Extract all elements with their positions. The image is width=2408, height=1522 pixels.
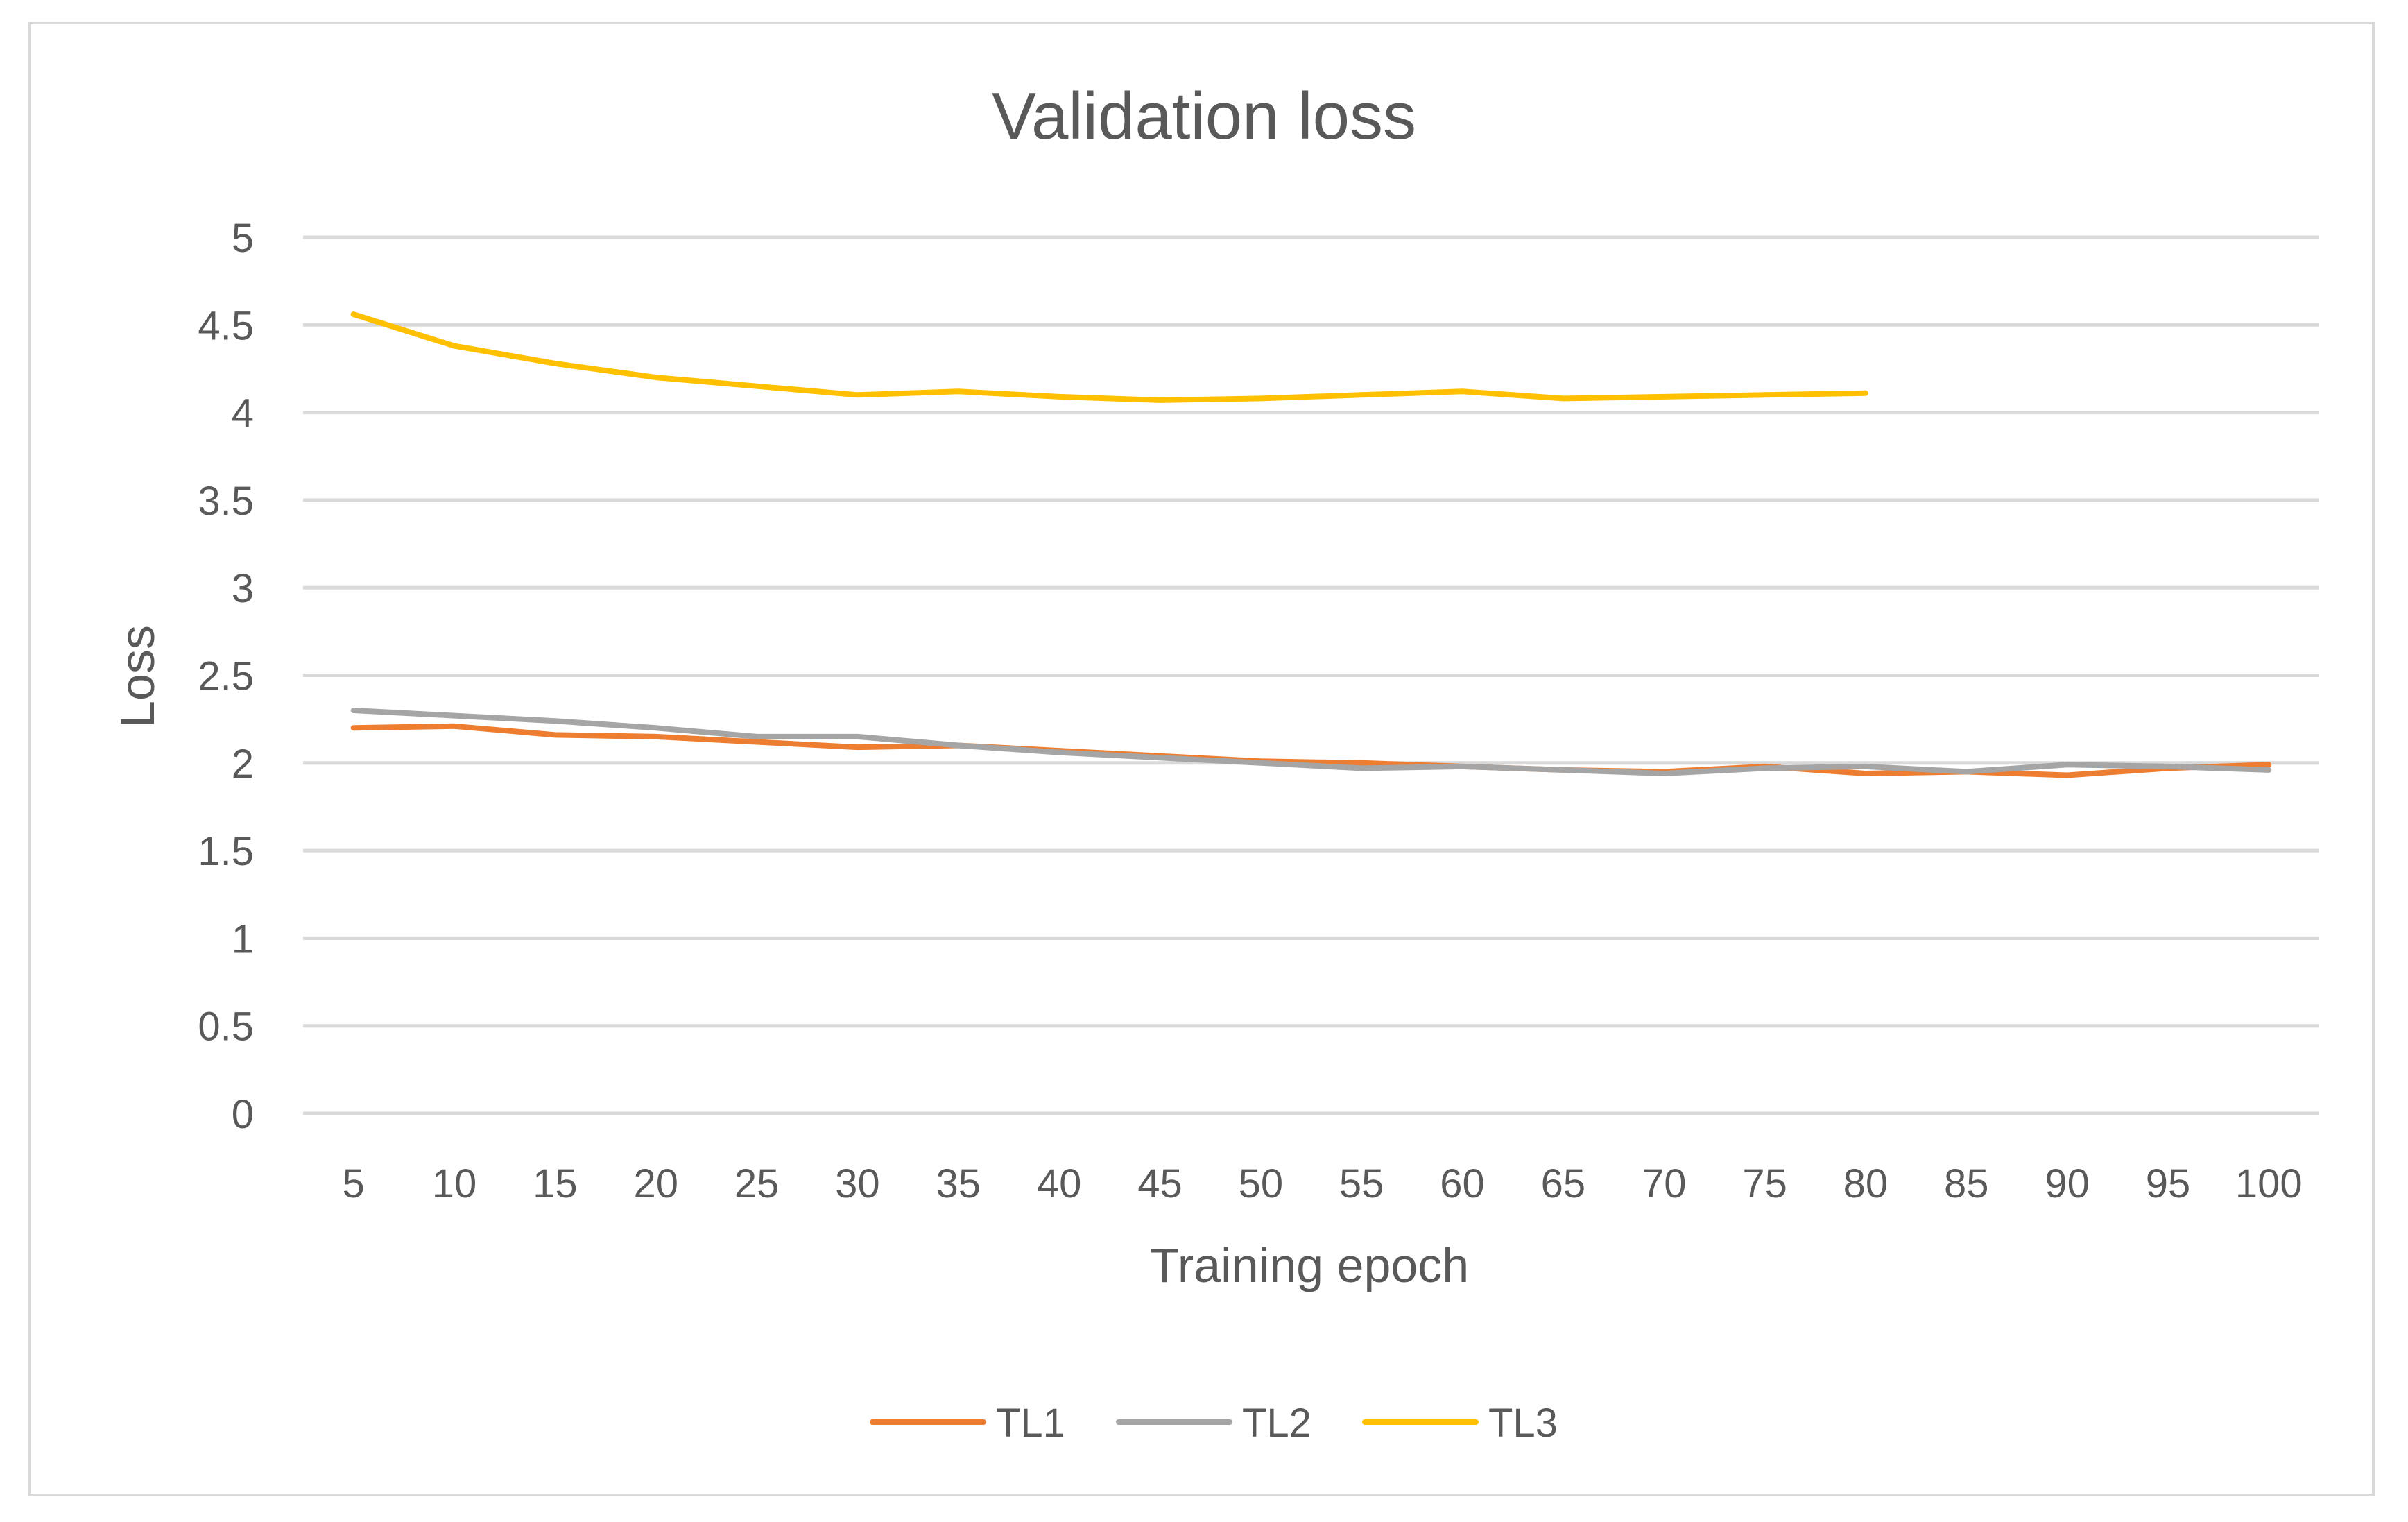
y-tick-label: 3.5 (198, 479, 254, 524)
x-tick-label: 45 (1137, 1161, 1182, 1206)
gridlines (303, 235, 2319, 1115)
y-tick-label: 1 (232, 916, 254, 961)
x-axis-label: Training epoch (1150, 1238, 1469, 1292)
x-tick-label: 5 (343, 1161, 365, 1206)
x-tick-label: 10 (432, 1161, 477, 1206)
x-tick-label: 15 (533, 1161, 578, 1206)
x-tick-label: 90 (2045, 1161, 2090, 1206)
x-tick-label: 20 (633, 1161, 678, 1206)
y-axis-ticks: 0 0.5 1 1.5 2 2.5 3 3.5 4 4.5 5 (198, 216, 254, 1137)
y-tick-label: 0.5 (198, 1004, 254, 1050)
y-tick-label: 2 (232, 742, 254, 787)
x-tick-label: 95 (2146, 1161, 2191, 1206)
x-tick-label: 55 (1339, 1161, 1384, 1206)
x-tick-label: 70 (1642, 1161, 1687, 1206)
legend-label-tl2: TL2 (1242, 1401, 1312, 1446)
chart-title: Validation loss (992, 79, 1416, 153)
x-tick-label: 100 (2235, 1161, 2303, 1206)
legend-label-tl1: TL1 (996, 1401, 1065, 1446)
y-tick-label: 4.5 (198, 303, 254, 348)
y-tick-label: 1.5 (198, 829, 254, 874)
x-tick-label: 75 (1742, 1161, 1787, 1206)
y-tick-label: 5 (232, 216, 254, 261)
x-tick-label: 80 (1843, 1161, 1889, 1206)
x-axis-ticks: 5 10 15 20 25 30 35 40 45 50 55 60 65 70 75 80 85 90 95 100 (343, 1161, 2303, 1206)
x-tick-label: 40 (1037, 1161, 1082, 1206)
x-tick-label: 35 (936, 1161, 981, 1206)
series-line-tl2 (350, 708, 2272, 776)
x-tick-label: 50 (1239, 1161, 1284, 1206)
legend-label-tl3: TL3 (1488, 1401, 1558, 1446)
series-lines (350, 311, 2272, 778)
y-tick-label: 4 (232, 391, 254, 436)
x-tick-label: 85 (1944, 1161, 1989, 1206)
series-line-tl3 (350, 311, 1868, 403)
y-tick-label: 3 (232, 566, 254, 611)
x-tick-label: 60 (1440, 1161, 1485, 1206)
y-axis-label: Loss (110, 625, 164, 728)
y-tick-label: 2.5 (198, 654, 254, 699)
y-tick-label: 0 (232, 1092, 254, 1137)
legend: TL1 TL2 TL3 (870, 1401, 1558, 1446)
x-tick-label: 65 (1541, 1161, 1586, 1206)
x-tick-label: 25 (734, 1161, 780, 1206)
x-tick-label: 30 (835, 1161, 880, 1206)
